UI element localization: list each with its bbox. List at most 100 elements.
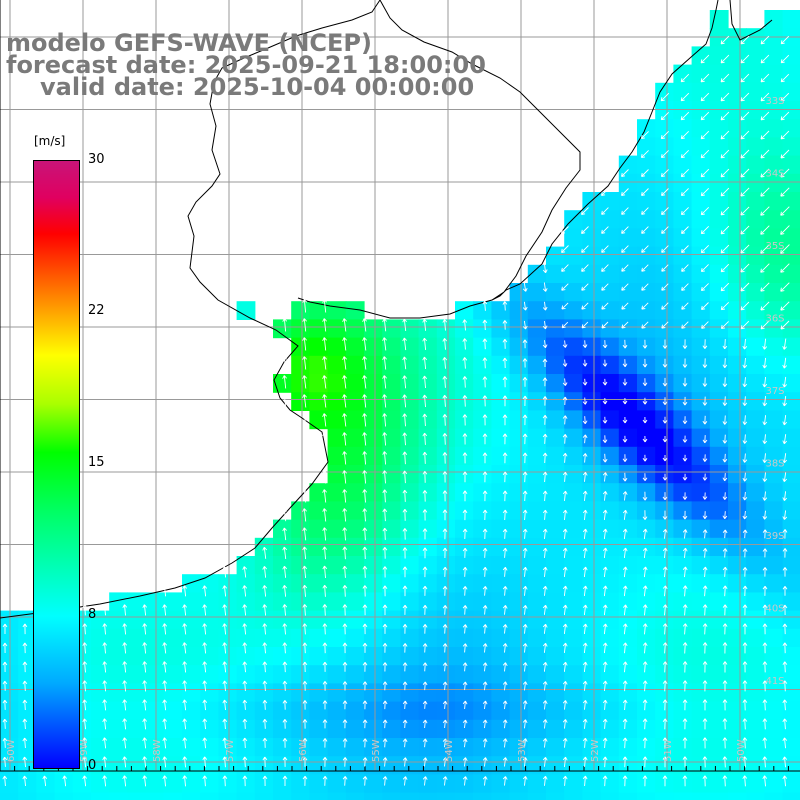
wind-arrow — [642, 454, 648, 462]
wind-cell — [746, 519, 765, 539]
wind-arrow — [622, 604, 628, 616]
wind-cell — [673, 756, 693, 775]
wind-arrow — [522, 681, 528, 691]
wind-cell — [527, 337, 547, 357]
wind-cell — [418, 374, 438, 393]
wind-arrow — [442, 585, 448, 596]
wind-cell — [400, 428, 420, 448]
wind-arrow — [322, 623, 328, 635]
wind-cell — [782, 392, 800, 411]
wind-arrow — [582, 397, 588, 405]
wind-arrow — [362, 451, 367, 465]
wind-cell — [327, 647, 347, 666]
wind-cell — [655, 246, 674, 266]
wind-cell — [273, 519, 292, 539]
wind-cell — [709, 374, 729, 393]
wind-cell — [746, 210, 765, 229]
lat-label: 33S — [765, 96, 784, 107]
wind-cell — [200, 701, 219, 721]
wind-cell — [728, 46, 747, 66]
wind-arrow — [522, 719, 528, 729]
wind-arrow — [222, 604, 228, 616]
wind-cell — [509, 556, 529, 575]
wind-cell — [746, 738, 765, 757]
wind-cell — [782, 647, 800, 666]
wind-arrow — [542, 263, 548, 274]
colorbar-tick-15: 15 — [88, 454, 105, 470]
wind-arrow — [342, 432, 347, 446]
wind-arrow — [561, 302, 569, 310]
wind-cell — [728, 192, 747, 211]
wind-arrow — [382, 318, 387, 332]
wind-arrow — [742, 737, 748, 749]
wind-arrow — [542, 604, 548, 615]
wind-cell — [746, 556, 765, 575]
wind-cell — [273, 719, 292, 739]
wind-cell — [691, 355, 711, 375]
lon-label: 56W — [298, 739, 309, 762]
wind-arrow — [462, 357, 468, 369]
wind-cell — [637, 683, 656, 703]
wind-arrow — [142, 718, 148, 730]
wind-cell — [345, 446, 365, 466]
wind-arrow — [342, 375, 347, 389]
wind-arrow — [780, 35, 790, 45]
wind-arrow — [502, 776, 508, 786]
wind-cell — [364, 647, 383, 666]
wind-cell — [746, 319, 765, 339]
wind-cell — [691, 756, 711, 775]
wind-cell — [564, 283, 583, 302]
wind-arrow — [242, 680, 248, 692]
wind-cell — [364, 374, 383, 393]
wind-arrow — [702, 492, 708, 500]
wind-cell — [782, 283, 800, 302]
wind-arrow — [262, 585, 268, 597]
wind-cell — [382, 665, 401, 684]
wind-cell — [473, 537, 492, 557]
wind-cell — [782, 483, 800, 502]
wind-arrow — [362, 623, 368, 635]
wind-arrow — [642, 547, 648, 559]
wind-arrow — [222, 737, 228, 749]
wind-cell — [618, 446, 638, 466]
wind-cell — [564, 337, 583, 357]
wind-arrow — [222, 623, 228, 635]
wind-arrow — [542, 566, 548, 577]
wind-cell — [527, 465, 547, 484]
wind-cell — [673, 355, 693, 375]
wind-arrow — [542, 358, 548, 367]
wind-cell — [364, 592, 383, 612]
wind-arrow — [601, 226, 609, 234]
wind-cell — [782, 173, 800, 193]
wind-arrow — [742, 642, 748, 654]
wind-arrow — [622, 680, 628, 692]
wind-cell — [327, 501, 347, 521]
wind-arrow — [742, 510, 748, 520]
wind-cell — [527, 301, 547, 320]
wind-cell — [764, 192, 784, 211]
wind-arrow — [502, 605, 508, 615]
wind-cell — [309, 501, 329, 521]
wind-cell — [709, 501, 729, 521]
wind-cell — [254, 774, 274, 794]
wind-cell — [491, 556, 511, 575]
wind-arrow — [122, 642, 128, 654]
wind-cell — [182, 628, 201, 648]
wind-cell — [782, 10, 800, 29]
wind-arrows — [2, 35, 790, 787]
wind-arrow — [362, 527, 368, 541]
wind-cell — [728, 210, 747, 229]
wind-cell — [764, 628, 784, 648]
wind-arrow — [202, 604, 208, 616]
wind-arrow — [382, 547, 388, 559]
wind-arrow — [682, 396, 688, 406]
wind-cell — [673, 701, 693, 721]
wind-arrow — [362, 546, 368, 560]
wind-cell — [527, 683, 547, 703]
wind-cell — [709, 355, 729, 375]
wind-arrow — [442, 547, 448, 559]
wind-cell — [764, 647, 784, 666]
wind-cell — [582, 738, 602, 757]
wind-arrow — [382, 585, 388, 597]
wind-arrow — [382, 375, 387, 389]
